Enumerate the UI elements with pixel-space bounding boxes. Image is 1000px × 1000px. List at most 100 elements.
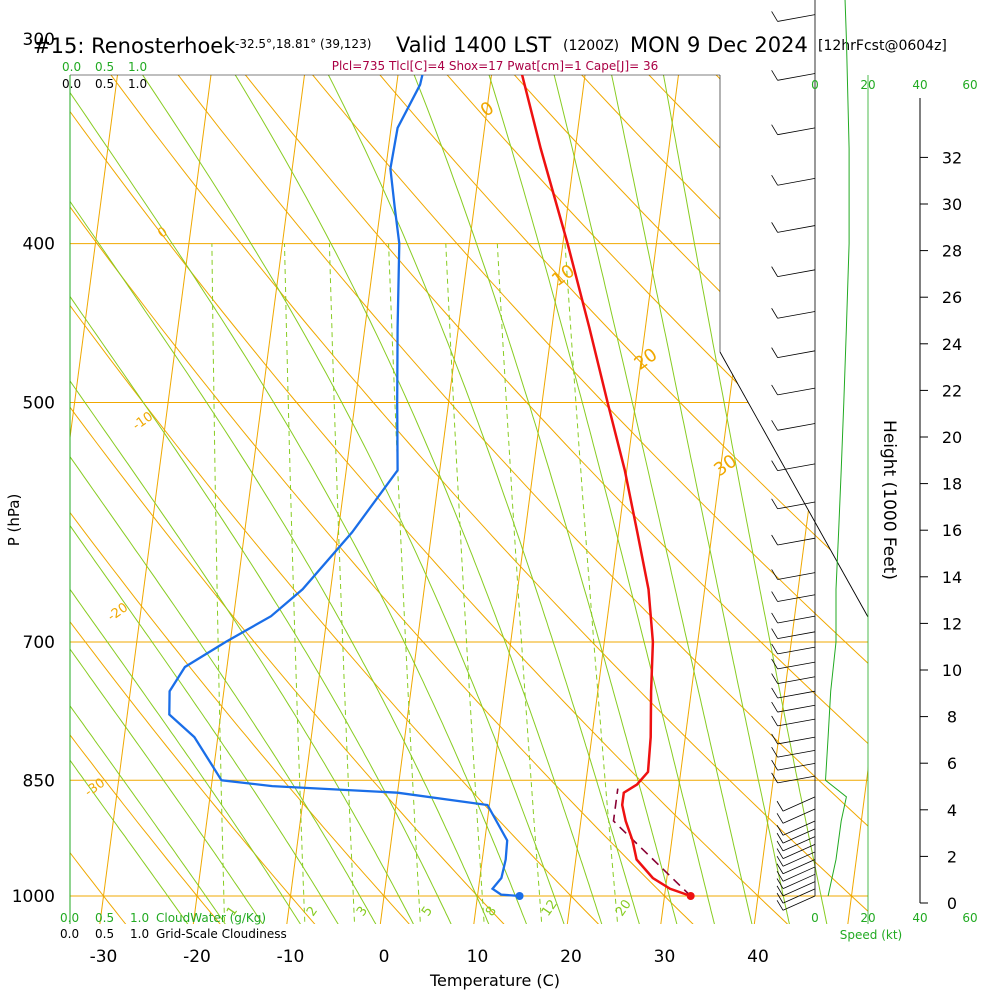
temperature-tick-label: 30 (654, 947, 676, 967)
valid-time: Valid 1400 LST (396, 33, 551, 57)
wind-barb-flag (771, 70, 778, 81)
wind-barb (782, 796, 816, 812)
speed-bottom-tick-3: 60 (962, 911, 977, 925)
moist-adiabat (70, 75, 306, 924)
moist-adiabat (320, 75, 680, 924)
isotherm-line (659, 75, 800, 924)
moist-adiabat (70, 75, 193, 924)
isotherm-line (191, 75, 333, 924)
dry-adiabat (532, 75, 868, 924)
pressure-tick-label: 700 (23, 633, 55, 653)
moist-adiabat (70, 75, 493, 924)
wind-barb-flag (771, 460, 778, 471)
wind-barb-flag (771, 628, 778, 639)
wind-barb (777, 269, 816, 278)
wind-barb-flag (776, 900, 784, 911)
wind-barb (777, 463, 816, 472)
cloudiness-tick-1: 0.5 (95, 927, 114, 941)
mixing-ratio-label: 5 (419, 904, 436, 919)
top-green-tick-2: 1.0 (128, 60, 147, 74)
top-black-tick-2: 1.0 (128, 77, 147, 91)
mixing-ratio-label: 20 (613, 897, 635, 919)
temperature-tick-label: 10 (467, 947, 489, 967)
wind-barb (777, 225, 816, 233)
moist-adiabat (70, 75, 455, 924)
moist-adiabat (418, 75, 717, 924)
wind-barb-flag (776, 800, 784, 812)
dry-adiabat (70, 75, 132, 924)
dry-adiabat (70, 75, 511, 924)
valid-date: MON 9 Dec 2024 (630, 33, 808, 57)
isotherm-line (98, 75, 239, 924)
height-tick-label: 28 (942, 242, 962, 261)
wind-barb (777, 537, 816, 546)
wind-barb-flag (771, 701, 778, 713)
dry-adiabat (70, 75, 321, 924)
mixing-ratio-line (388, 243, 422, 924)
wind-barb-flag (776, 863, 784, 874)
height-tick-label: 10 (942, 661, 962, 680)
height-tick-label: 2 (947, 847, 957, 866)
wind-barb-flag (776, 813, 784, 824)
moist-adiabat (70, 75, 418, 924)
isotherm-line (285, 75, 426, 924)
speed-axis-labels: 0 20 40 60 0 20 40 60 Speed (kt) (811, 78, 977, 942)
speed-top-tick-3: 60 (962, 78, 977, 92)
dry-adiabat (96, 75, 868, 924)
wind-barb-flag (771, 772, 778, 784)
temperature-tick-label: -10 (277, 947, 305, 967)
station-coords: -32.5°,18.81° (39,123) (235, 37, 371, 51)
moist-adiabat (209, 75, 642, 924)
moist-adiabat (498, 75, 754, 924)
wind-barb-flag (771, 266, 778, 277)
pressure-tick-label: 850 (23, 771, 55, 791)
wind-barb (777, 73, 816, 81)
wind-barb-flag (776, 878, 784, 889)
wind-barb (782, 851, 816, 867)
wind-barb-flag (771, 347, 778, 358)
moist-adiabat (70, 75, 380, 924)
forecast-label: [12hrFcst@0604z] (818, 38, 947, 54)
wind-barb (777, 350, 816, 359)
wind-barb (782, 859, 816, 875)
speed-top-tick-1: 20 (860, 78, 875, 92)
wind-barb-flag (776, 848, 784, 859)
dry-adiabat (843, 75, 868, 924)
moist-adiabat (70, 75, 567, 924)
plot-frame (69, 74, 869, 924)
valid-zulu: (1200Z) (563, 38, 619, 54)
wind-barb (777, 749, 816, 758)
x-axis-title: Temperature (C) (429, 971, 560, 990)
height-tick-label: 14 (942, 568, 962, 587)
surface-dewpoint-dot (515, 892, 524, 900)
isotherm-line (378, 75, 520, 924)
top-green-tick-1: 0.5 (95, 60, 114, 74)
dry-adiabat (407, 75, 868, 924)
dry-adiabat (656, 75, 868, 924)
wind-barb (777, 775, 816, 784)
cloudiness-tick-0: 0.0 (60, 927, 79, 941)
wind-barb (782, 888, 816, 904)
wind-barb (782, 836, 816, 852)
height-tick-label: 24 (942, 335, 962, 354)
speed-bottom-tick-0: 0 (811, 911, 819, 925)
wind-barb-flag (771, 175, 778, 186)
wind-barb (777, 690, 816, 699)
height-tick-label: 18 (942, 475, 962, 494)
cloudiness-tick-2: 1.0 (130, 927, 149, 941)
wind-barb-flag (771, 643, 778, 655)
pressure-tick-label: 500 (23, 393, 55, 413)
moist-adiabat (70, 75, 530, 924)
wind-barb (782, 843, 816, 859)
wind-barb-flag (771, 498, 778, 509)
wind-barb (782, 881, 816, 897)
isotherm-line (472, 75, 613, 924)
wind-barb (777, 572, 816, 580)
wind-barb-flag (771, 569, 778, 580)
wind-speed-line (824, 0, 850, 897)
dry-adiabat (159, 75, 868, 924)
height-tick-label: 12 (942, 614, 962, 633)
isotherm-line (565, 75, 707, 924)
speed-top-tick-0: 0 (811, 78, 819, 92)
